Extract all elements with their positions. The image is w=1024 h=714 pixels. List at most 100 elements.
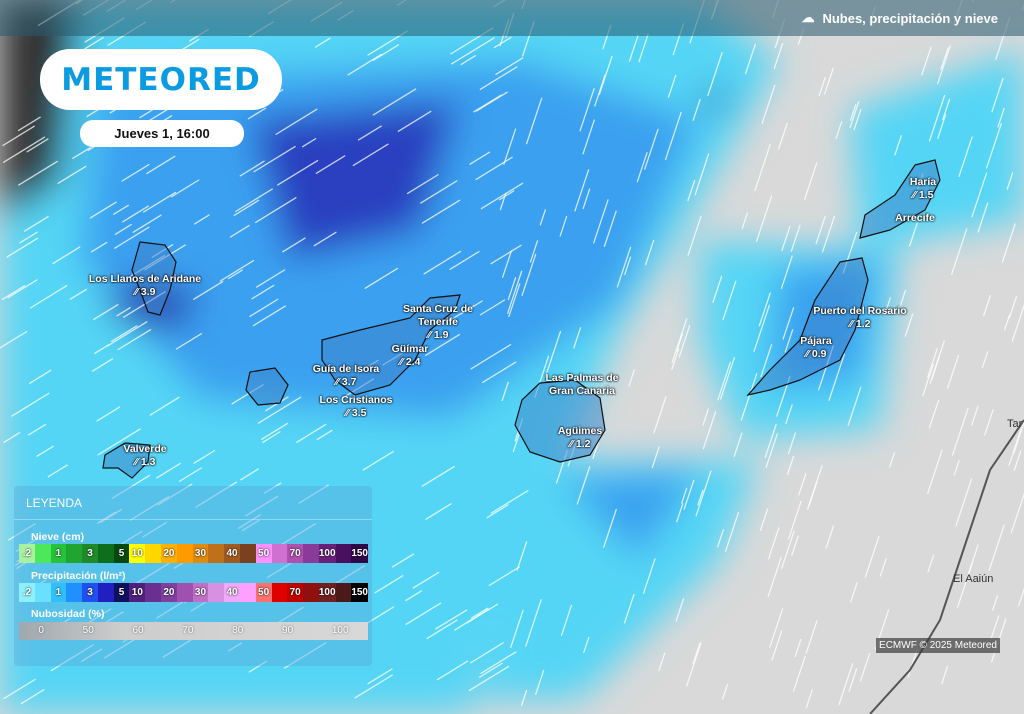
- wind-streak: [1008, 429, 1022, 466]
- wind-streak: [405, 590, 423, 602]
- wind-streak: [520, 689, 528, 707]
- precip-value: ⁄⁄ 1.3: [123, 456, 166, 469]
- precip-value: ⁄⁄ 1.2: [813, 318, 906, 331]
- wind-streak: [3, 432, 21, 444]
- wind-streak: [764, 423, 777, 458]
- rain-icon: ⁄⁄: [399, 356, 406, 368]
- scale-swatch: 20: [161, 544, 177, 563]
- scale-swatch: 50: [255, 544, 272, 563]
- wind-streak: [535, 669, 545, 695]
- precip-amount: 1.9: [433, 329, 449, 341]
- scale-swatch: 3: [82, 583, 98, 602]
- wind-streak: [848, 668, 858, 693]
- location-label[interactable]: Las Palmas de Gran Canaria: [537, 372, 627, 398]
- layer-selector[interactable]: ☁ Nubes, precipitación y nieve: [801, 10, 998, 26]
- meteored-logo[interactable]: METEORED: [40, 49, 282, 110]
- wind-streak: [460, 55, 477, 66]
- top-bar: ☁ Nubes, precipitación y nieve: [0, 0, 1024, 36]
- wind-streak: [937, 114, 947, 139]
- rain-icon: ⁄⁄: [134, 456, 141, 468]
- scale-swatch: 5: [113, 583, 130, 602]
- location-label[interactable]: Güímar ⁄⁄ 2.4: [392, 343, 429, 369]
- wind-streak: [357, 125, 382, 141]
- wind-streak: [495, 57, 524, 75]
- wind-streak: [767, 556, 782, 598]
- location-label[interactable]: Los Cristianos ⁄⁄ 3.5: [320, 394, 393, 420]
- wind-streak: [94, 344, 110, 354]
- wind-streak: [486, 504, 509, 519]
- precip-amount: 3.7: [341, 376, 357, 388]
- wind-streak: [405, 602, 442, 625]
- wind-streak: [785, 404, 793, 425]
- location-label[interactable]: Arrecife: [895, 212, 935, 225]
- location-label[interactable]: Santa Cruz de Tenerife ⁄⁄ 1.9: [393, 303, 483, 342]
- wind-streak: [927, 348, 938, 378]
- location-label[interactable]: Puerto del Rosario ⁄⁄ 1.2: [813, 305, 906, 331]
- wind-streak: [780, 255, 793, 289]
- wind-streak: [195, 481, 238, 508]
- wind-streak: [69, 288, 88, 300]
- wind-streak: [282, 237, 306, 253]
- wind-streak: [603, 508, 617, 548]
- wind-streak: [603, 210, 617, 248]
- location-label[interactable]: Guía de Isora ⁄⁄ 3.7: [313, 363, 380, 389]
- wind-streak: [759, 508, 769, 532]
- wind-streak: [157, 483, 193, 506]
- wind-streak: [372, 88, 417, 116]
- wind-streak: [928, 94, 946, 142]
- wind-streak: [685, 642, 702, 687]
- wind-streak: [754, 143, 771, 192]
- scale-swatch: [34, 583, 51, 602]
- wind-streak: [162, 637, 196, 658]
- wind-streak: [658, 652, 666, 672]
- snow-scale: .2 1 3 5 10 20 30 40 50 70 100 150: [19, 544, 368, 563]
- scale-swatch: 10: [129, 544, 146, 563]
- location-name: Arrecife: [895, 212, 935, 224]
- location-label[interactable]: Pájara ⁄⁄ 0.9: [800, 335, 832, 361]
- rain-icon: ⁄⁄: [569, 438, 576, 450]
- wind-streak: [941, 665, 949, 685]
- wind-streak: [529, 240, 539, 263]
- wind-streak: [955, 478, 973, 527]
- wind-streak: [687, 179, 696, 202]
- wind-streak: [3, 678, 36, 700]
- wind-streak: [296, 423, 327, 443]
- wind-streak: [374, 575, 404, 594]
- wind-streak: [397, 110, 432, 132]
- scale-swatch: [303, 583, 319, 602]
- scale-swatch: [208, 544, 225, 563]
- wind-streak: [406, 174, 439, 195]
- wind-streak: [864, 535, 880, 578]
- location-label[interactable]: Agüimes ⁄⁄ 1.2: [558, 425, 602, 451]
- location-label[interactable]: Los Llanos de Aridane ⁄⁄ 3.9: [89, 273, 201, 299]
- cloud-scale-label: 70: [182, 625, 194, 636]
- wind-streak: [722, 280, 737, 321]
- precip-legend-title: Precipitación (l/m²): [31, 570, 126, 582]
- wind-streak: [193, 280, 224, 300]
- wind-streak: [516, 541, 528, 571]
- wind-streak: [946, 354, 960, 389]
- wind-streak: [156, 462, 181, 479]
- wind-streak: [651, 446, 660, 469]
- location-label[interactable]: Haría ⁄⁄ 1.5: [910, 176, 936, 202]
- rain-icon: ⁄⁄: [134, 286, 141, 298]
- wind-streak: [27, 423, 47, 436]
- precip-amount: 1.2: [855, 318, 871, 330]
- island-gran-canaria: [514, 379, 606, 463]
- wind-streak: [721, 683, 729, 700]
- wind-streak: [469, 151, 491, 165]
- wind-streak: [473, 94, 502, 113]
- scale-swatch: 40: [224, 544, 240, 563]
- wind-streak: [879, 558, 887, 577]
- scale-swatch: [176, 544, 193, 563]
- wind-streak: [139, 109, 154, 119]
- scale-swatch: .2: [19, 544, 35, 563]
- location-label[interactable]: Valverde ⁄⁄ 1.3: [123, 443, 166, 469]
- wind-streak: [507, 270, 523, 314]
- wind-streak: [470, 344, 512, 370]
- wind-streak: [233, 199, 260, 216]
- wind-streak: [825, 525, 835, 549]
- cloud-scale-label: 0: [38, 625, 44, 636]
- scale-swatch: 150: [351, 583, 368, 602]
- wind-streak: [91, 358, 114, 372]
